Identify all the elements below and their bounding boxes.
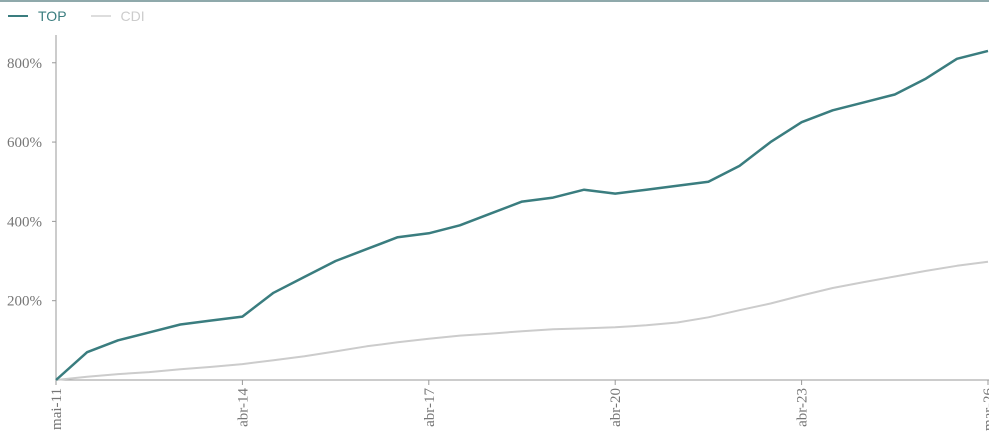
y-tick-label: 400% <box>7 214 42 230</box>
x-ticks: mai-11 abr-14 abr-17 abr-20 abr-23 mar-26 <box>49 380 989 431</box>
legend-item-cdi[interactable]: CDI <box>90 7 145 25</box>
x-tick-label: abr-20 <box>608 388 624 427</box>
y-tick-label: 600% <box>7 135 42 151</box>
series-lines <box>55 49 989 381</box>
top-border <box>0 0 989 2</box>
x-tick-label: abr-14 <box>235 388 251 427</box>
legend-label-top: TOP <box>38 8 67 24</box>
series-line-top <box>55 49 989 381</box>
y-ticks: 200% 400% 600% 800% <box>7 56 56 310</box>
y-tick-label: 200% <box>7 294 42 310</box>
legend-swatch-top <box>8 15 28 17</box>
legend-swatch-cdi <box>90 15 111 17</box>
chart-legend: TOP CDI <box>8 7 169 25</box>
legend-item-top[interactable]: TOP <box>8 7 67 25</box>
x-tick-label: abr-23 <box>795 388 811 427</box>
legend-label-cdi: CDI <box>120 8 145 24</box>
x-tick-label: abr-17 <box>422 388 438 427</box>
x-tick-label: mar-26 <box>981 388 989 432</box>
y-tick-label: 800% <box>7 56 42 72</box>
series-line-cdi <box>55 260 989 381</box>
x-tick-label: mai-11 <box>49 388 65 430</box>
